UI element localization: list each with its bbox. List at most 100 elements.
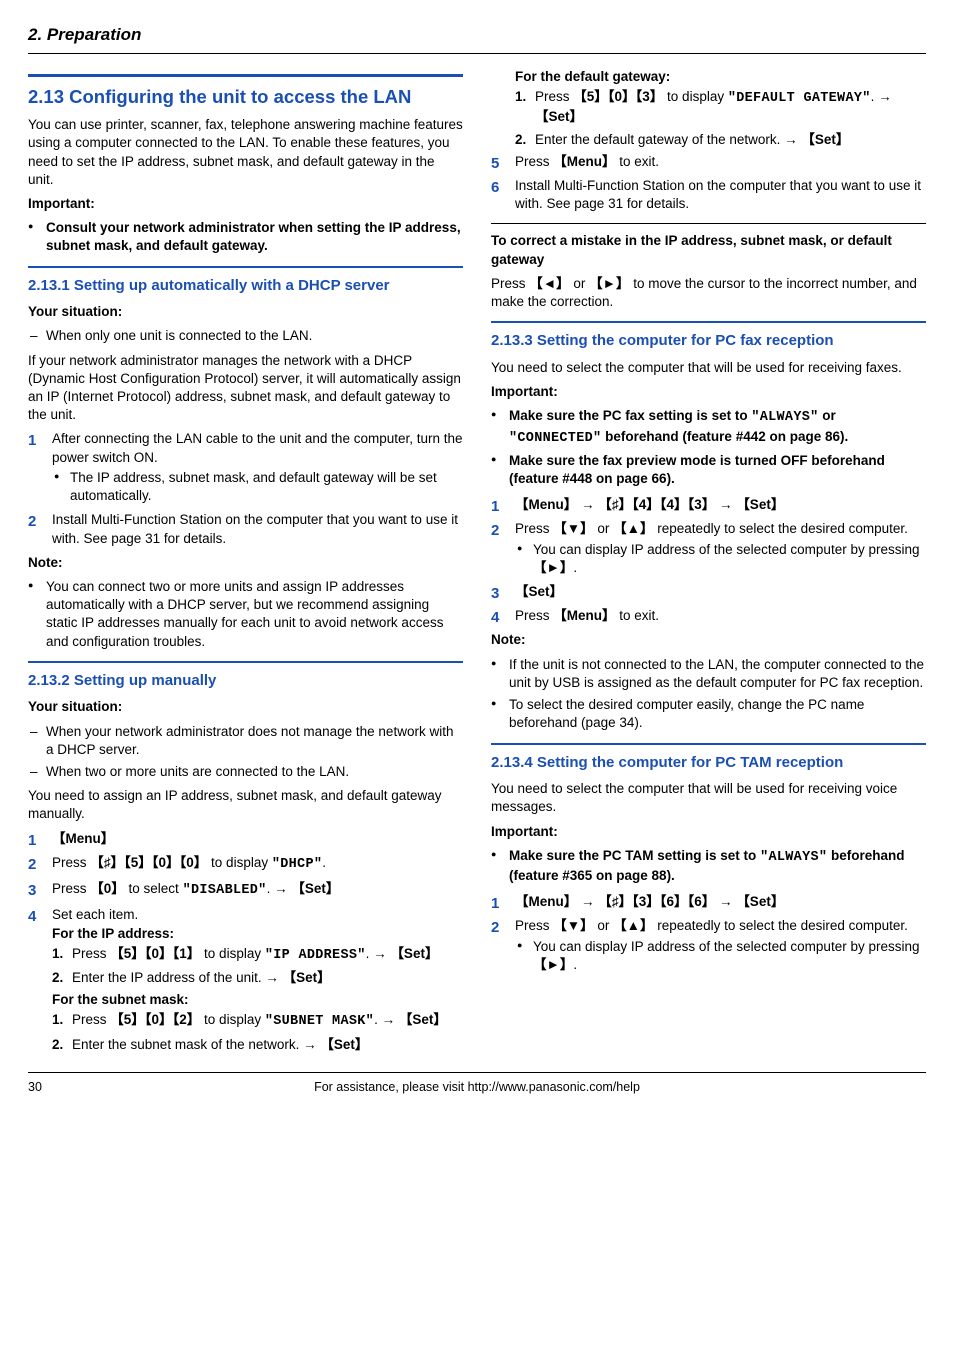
situation-item: When two or more units are connected to … — [46, 763, 463, 781]
note-list: If the unit is not connected to the LAN,… — [491, 656, 926, 733]
key-text: 【♯】【4】【4】【3】 — [598, 497, 715, 512]
t: You can display IP address of the select… — [533, 939, 919, 954]
t: Press — [515, 154, 553, 169]
key-text: 【♯】【5】【0】【0】 — [90, 855, 207, 870]
t: . → — [267, 881, 292, 896]
subsection-rule — [28, 266, 463, 268]
key-text: 【►】 — [533, 560, 573, 575]
note-label: Note: — [28, 554, 463, 572]
key-text: 【5】【0】【2】 — [110, 1012, 200, 1027]
sub-step: Enter the subnet mask of the network. → … — [52, 1036, 463, 1054]
key-text: 【►】 — [589, 276, 629, 291]
situation-item: When only one unit is connected to the L… — [46, 327, 463, 345]
section-rule — [28, 74, 463, 77]
important-item: Make sure the PC TAM setting is set to "… — [509, 847, 926, 885]
ip-steps: Press 【5】【0】【1】 to display "IP ADDRESS".… — [52, 945, 463, 987]
step-item: Press 【▼】 or 【▲】 repeatedly to select th… — [491, 520, 926, 577]
dhcp-para: If your network administrator manages th… — [28, 352, 463, 425]
ip-label: For the IP address: — [52, 926, 174, 941]
key-text: 【Set】 — [515, 584, 563, 599]
tam-para: You need to select the computer that wil… — [491, 780, 926, 816]
important-item: Make sure the fax preview mode is turned… — [509, 452, 926, 488]
step-item: Install Multi-Function Station on the co… — [491, 177, 926, 213]
t: to display — [200, 946, 265, 961]
note-item: You can connect two or more units and as… — [46, 578, 463, 651]
key-text: 【Set】 — [399, 1012, 447, 1027]
t: or — [594, 918, 614, 933]
manual-steps: 【Menu】 Press 【♯】【5】【0】【0】 to display "DH… — [28, 830, 463, 1054]
sub-step: Press 【5】【0】【2】 to display "SUBNET MASK"… — [52, 1011, 463, 1031]
t: Press — [72, 946, 110, 961]
t: Press — [515, 608, 553, 623]
subsection-rule — [491, 321, 926, 323]
t: . → — [366, 946, 391, 961]
t: to exit. — [616, 154, 660, 169]
important-item: Consult your network administrator when … — [46, 219, 463, 255]
display-text: "IP ADDRESS" — [265, 948, 366, 963]
t: repeatedly to select the desired compute… — [654, 521, 908, 536]
situation-list: When your network administrator does not… — [28, 723, 463, 782]
step-item: Press 【▼】 or 【▲】 repeatedly to select th… — [491, 917, 926, 974]
t: to display — [200, 1012, 265, 1027]
t: Press — [535, 89, 573, 104]
sub-step: Enter the IP address of the unit. → 【Set… — [52, 969, 463, 987]
fax-steps: 【Menu】 → 【♯】【4】【4】【3】 → 【Set】 Press 【▼】 … — [491, 496, 926, 625]
step-item: 【Menu】 — [28, 830, 463, 848]
display-text: "CONNECTED" — [509, 431, 601, 446]
key-text: 【Set】 — [736, 497, 784, 512]
key-text: 【Set】 — [736, 894, 784, 909]
t: or — [594, 521, 614, 536]
key-text: 【Menu】 — [52, 831, 114, 846]
key-text: 【Menu】 — [553, 608, 615, 623]
continued-item: For the default gateway: Press 【5】【0】【3】… — [491, 68, 926, 149]
t: Enter the default gateway of the network… — [535, 132, 801, 147]
divider — [491, 223, 926, 224]
key-text: 【▼】 — [553, 918, 593, 933]
correction-label: To correct a mistake in the IP address, … — [491, 232, 926, 268]
step-item: Press 【Menu】 to exit. — [491, 607, 926, 625]
sn-steps: Press 【5】【0】【2】 to display "SUBNET MASK"… — [52, 1011, 463, 1053]
step-sublist: You can display IP address of the select… — [515, 938, 926, 974]
fax-para: You need to select the computer that wil… — [491, 359, 926, 377]
step-item: Install Multi-Function Station on the co… — [28, 511, 463, 547]
t: Press — [52, 881, 90, 896]
key-text: 【Set】 — [390, 946, 438, 961]
header-rule — [28, 53, 926, 54]
t: Press — [515, 521, 553, 536]
display-text: "DISABLED" — [183, 883, 267, 898]
subsection-rule — [491, 743, 926, 745]
important-list: Make sure the PC TAM setting is set to "… — [491, 847, 926, 885]
t: Enter the IP address of the unit. → — [72, 970, 283, 985]
key-text: 【Set】 — [283, 970, 331, 985]
note-list: You can connect two or more units and as… — [28, 578, 463, 651]
step-item: 【Menu】 → 【♯】【4】【4】【3】 → 【Set】 — [491, 496, 926, 514]
step-text: After connecting the LAN cable to the un… — [52, 431, 463, 464]
t: beforehand (feature #442 on page 86). — [601, 429, 848, 444]
display-text: "SUBNET MASK" — [265, 1014, 374, 1029]
t: → — [715, 894, 736, 909]
gw-label: For the default gateway: — [515, 69, 670, 84]
t: Set each item. — [52, 907, 138, 922]
t: You can display IP address of the select… — [533, 542, 919, 557]
key-text: 【Menu】 — [515, 497, 577, 512]
chapter-header: 2. Preparation — [28, 24, 926, 47]
subsection-title: 2.13.3 Setting the computer for PC fax r… — [491, 331, 926, 351]
situation-list: When only one unit is connected to the L… — [28, 327, 463, 345]
tam-steps: 【Menu】 → 【♯】【3】【6】【6】 → 【Set】 Press 【▼】 … — [491, 893, 926, 974]
t: . → — [374, 1012, 399, 1027]
step-subitem: You can display IP address of the select… — [533, 938, 926, 974]
t: . — [322, 855, 326, 870]
key-text: 【▲】 — [613, 521, 653, 536]
t: → — [715, 497, 736, 512]
key-text: 【0】 — [90, 881, 125, 896]
t: Press — [515, 918, 553, 933]
correction-text: Press 【◄】 or 【►】 to move the cursor to t… — [491, 275, 926, 311]
step-sublist: You can display IP address of the select… — [515, 541, 926, 577]
t: to display — [663, 89, 728, 104]
manual-steps-cont: Press 【Menu】 to exit. Install Multi-Func… — [491, 153, 926, 214]
key-text: 【▲】 — [613, 918, 653, 933]
content-columns: 2.13 Configuring the unit to access the … — [28, 68, 926, 1060]
sub-step: Press 【5】【0】【3】 to display "DEFAULT GATE… — [515, 88, 926, 126]
subsection-rule — [28, 661, 463, 663]
subsection-title: 2.13.4 Setting the computer for PC TAM r… — [491, 753, 926, 773]
